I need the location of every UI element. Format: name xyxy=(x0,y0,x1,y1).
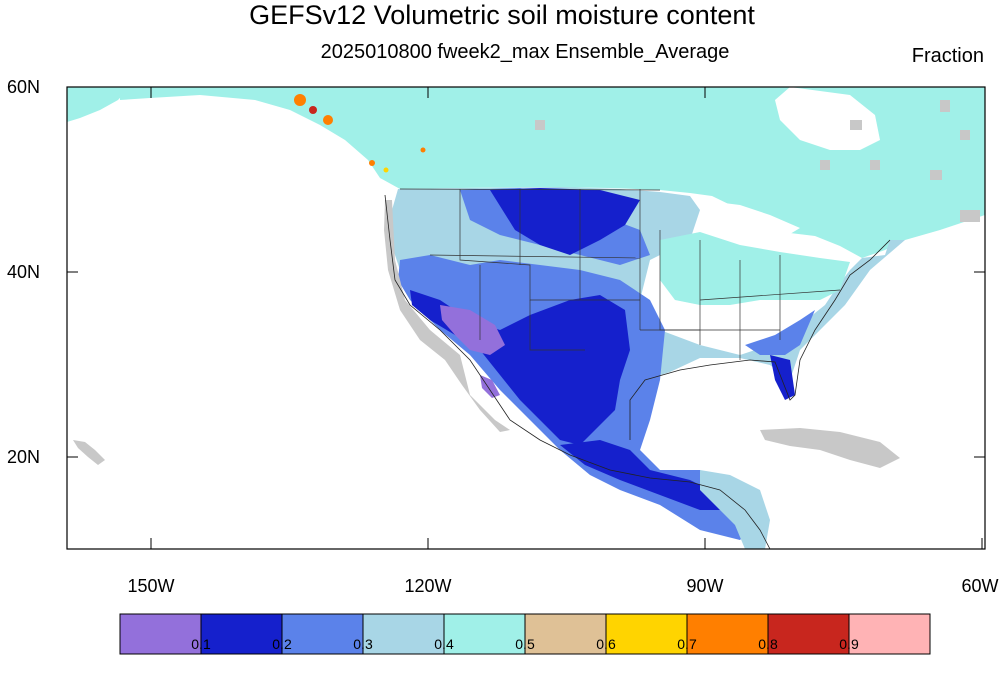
high-value-cell xyxy=(309,106,317,114)
missing-cell xyxy=(960,130,970,140)
high-value-cell xyxy=(369,160,375,166)
colorbar-tick-label: 0.2 xyxy=(272,636,292,652)
lon-label-60w: 60W xyxy=(961,576,999,596)
map-subtitle: 2025010800 fweek2_max Ensemble_Average xyxy=(320,41,730,63)
colorbar-tick-label: 0.5 xyxy=(515,636,535,652)
region-caribbean-missing xyxy=(760,428,900,468)
colorbar-swatch xyxy=(767,613,850,655)
missing-cell xyxy=(850,120,862,130)
colorbar-swatch xyxy=(119,613,202,655)
region-coast-missing xyxy=(384,200,510,432)
lon-label-90w: 90W xyxy=(686,576,724,596)
units-label: Fraction xyxy=(911,45,984,67)
colorbar-tick-label: 0.9 xyxy=(839,636,859,652)
region-dark-blue-mexico xyxy=(560,440,740,510)
high-value-cell xyxy=(420,147,426,153)
map-field xyxy=(67,87,985,549)
colorbar-tick-label: 0.7 xyxy=(677,636,697,652)
missing-cell xyxy=(535,120,545,130)
map-frame xyxy=(66,86,986,550)
missing-cell xyxy=(960,210,980,222)
colorbar-tick-label: 0.8 xyxy=(758,636,778,652)
lat-label-20n: 20N xyxy=(6,447,40,467)
missing-cell xyxy=(940,100,950,112)
colorbar-swatch xyxy=(362,613,445,655)
map-title: GEFSv12 Volumetric soil moisture content xyxy=(249,0,755,30)
lat-label-60n: 60N xyxy=(6,77,40,97)
missing-cell xyxy=(870,160,880,170)
coastline xyxy=(384,194,771,549)
region-dark-blue-plains xyxy=(490,188,640,255)
lon-label-120w: 120W xyxy=(404,576,452,596)
region-hawaii xyxy=(73,440,105,465)
high-value-cell xyxy=(383,167,389,173)
region-east xyxy=(660,232,850,305)
region-central-america xyxy=(700,470,770,549)
missing-cell xyxy=(930,170,942,180)
state-boundaries xyxy=(399,188,841,360)
high-value-cell xyxy=(294,94,306,106)
colorbar-tick-label: 0.1 xyxy=(191,636,211,652)
colorbar-swatch xyxy=(848,613,931,655)
coastline-gulf xyxy=(629,239,891,440)
colorbar-tick-label: 0.3 xyxy=(353,636,373,652)
colorbar-tick-label: 0.6 xyxy=(596,636,616,652)
colorbar-swatch xyxy=(281,613,364,655)
colorbar-swatch xyxy=(686,613,769,655)
colorbar xyxy=(119,613,931,655)
lon-label-150w: 150W xyxy=(127,576,175,596)
colorbar-swatch xyxy=(443,613,526,655)
colorbar-swatch xyxy=(605,613,688,655)
lat-label-40n: 40N xyxy=(6,262,40,282)
region-lakes xyxy=(698,200,800,240)
region-alaska xyxy=(67,87,130,122)
region-purple-baja xyxy=(480,375,500,398)
tick-marks xyxy=(67,86,985,549)
region-purple xyxy=(440,305,505,355)
colorbar-swatch xyxy=(524,613,607,655)
colorbar-tick-label: 0.4 xyxy=(434,636,454,652)
missing-cell xyxy=(820,160,830,170)
colorbar-swatch xyxy=(200,613,283,655)
high-value-cell xyxy=(323,115,333,125)
region-hudson-bay xyxy=(775,87,880,150)
